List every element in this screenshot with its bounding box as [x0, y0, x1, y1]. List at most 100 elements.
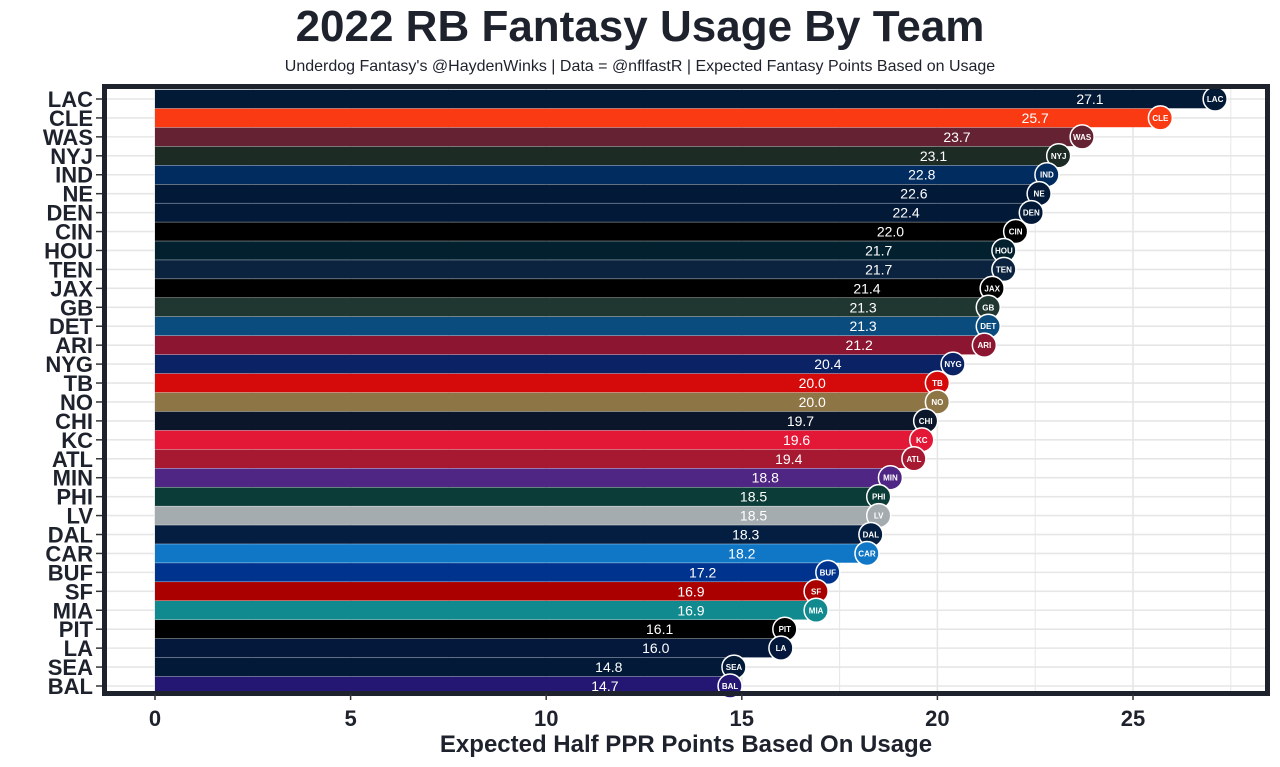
ari-logo-icon: ARI: [971, 332, 998, 358]
logo-text: SF: [811, 587, 821, 596]
bar-sea: [155, 657, 734, 677]
logo-badge: [940, 351, 966, 377]
no-logo-icon: NO: [924, 389, 951, 415]
y-tick-label: WAS: [43, 125, 93, 150]
bar-value-label: 18.2: [728, 545, 755, 561]
bar-value-label: 21.7: [865, 242, 892, 258]
bar-value-label: 21.7: [865, 261, 892, 277]
jax-logo-icon: JAX: [979, 275, 1005, 302]
bar-value-label: 18.5: [740, 508, 767, 524]
logo-badge: [768, 635, 794, 661]
bar-value-label: 20.0: [799, 375, 826, 391]
logo-text: BAL: [722, 682, 739, 691]
logo-text: SEA: [726, 663, 743, 672]
bar-gb: [155, 298, 989, 317]
y-tick-label: CIN: [55, 220, 93, 245]
y-tick-label: LA: [64, 636, 93, 661]
logo-text: PHI: [872, 493, 885, 502]
bar-pit: [155, 619, 785, 639]
logo-text: TB: [932, 379, 943, 388]
bar-value-label: 19.6: [783, 432, 810, 448]
y-tick-label: MIN: [53, 466, 93, 491]
bar-value-label: 18.8: [752, 470, 779, 486]
y-tick-label: IND: [55, 163, 93, 188]
bar-hou: [155, 241, 1004, 260]
bar-chi: [155, 411, 926, 431]
y-tick-label: BAL: [48, 674, 93, 699]
bar-mia: [155, 600, 817, 620]
bar-lac: [155, 89, 1216, 109]
ten-logo-icon: TEN: [991, 256, 1017, 283]
bar-sf: [155, 582, 817, 601]
logo-badge: [854, 540, 880, 567]
y-tick-label: LAC: [48, 87, 93, 112]
bar-buf: [155, 563, 828, 582]
logo-text: HOU: [995, 246, 1013, 255]
nyj-logo-icon: NYJ: [1045, 143, 1072, 169]
bar-value-label: 21.2: [846, 337, 873, 353]
y-tick-label: NE: [62, 182, 93, 207]
y-tick-label: DAL: [48, 523, 93, 548]
chart-title: 2022 RB Fantasy Usage By Team: [295, 2, 985, 51]
cle-logo-icon: CLE: [1147, 105, 1174, 131]
bar-value-label: 21.4: [853, 280, 880, 296]
bar-value-label: 25.7: [1022, 110, 1049, 126]
logo-badge: [877, 464, 904, 491]
bar-ne: [155, 184, 1040, 203]
bar-cle: [155, 108, 1161, 128]
bar-value-label: 22.4: [892, 205, 919, 221]
bar-value-label: 22.8: [908, 167, 935, 183]
bar-value-label: 16.9: [677, 583, 704, 599]
logo-text: TEN: [996, 265, 1012, 274]
bar-car: [155, 544, 867, 563]
x-tick-label: 5: [344, 706, 356, 731]
bar-value-label: 16.0: [642, 640, 669, 656]
y-tick-label: BUF: [48, 560, 93, 585]
y-tick-label: HOU: [44, 238, 93, 263]
cin-logo-icon: CIN: [1002, 218, 1029, 245]
bar-phi: [155, 487, 879, 506]
buf-logo-icon: BUF: [815, 559, 841, 586]
logo-badge: [971, 332, 998, 358]
bar-value-label: 27.1: [1076, 91, 1103, 107]
bar-nyj: [155, 146, 1059, 166]
y-tick-label: NYG: [45, 352, 93, 377]
logo-text: IND: [1040, 171, 1054, 180]
ind-logo-icon: IND: [1034, 161, 1060, 188]
logo-text: DET: [980, 322, 996, 331]
min-logo-icon: MIN: [877, 464, 904, 491]
bar-den: [155, 203, 1032, 222]
bar-la: [155, 638, 781, 658]
bar-value-label: 22.6: [900, 186, 927, 202]
bar-value-label: 16.1: [646, 621, 673, 637]
bar-value-label: 21.3: [849, 318, 876, 334]
logo-badge: [1018, 199, 1045, 226]
logo-text: BUF: [820, 568, 837, 577]
bar-bal: [155, 676, 731, 696]
y-tick-label: CHI: [55, 409, 93, 434]
bar-value-label: 17.2: [689, 564, 716, 580]
bar-no: [155, 392, 938, 412]
bar-lv: [155, 506, 879, 525]
was-logo-icon: WAS: [1069, 124, 1095, 150]
logo-text: NYJ: [1051, 152, 1067, 161]
logo-badge: [1069, 124, 1095, 150]
y-tick-label: NYJ: [50, 144, 93, 169]
logo-text: LV: [874, 512, 884, 521]
logo-text: MIN: [883, 474, 898, 483]
y-tick-label: SEA: [48, 655, 93, 680]
logo-badge: [901, 446, 927, 472]
bar-value-label: 19.7: [787, 413, 814, 429]
chart-subtitle: Underdog Fantasy's @HaydenWinks | Data =…: [284, 58, 996, 75]
atl-logo-icon: ATL: [901, 446, 927, 472]
logo-text: WAS: [1073, 133, 1092, 142]
y-tick-label: LV: [67, 504, 94, 529]
logo-text: KC: [916, 436, 928, 445]
logo-badge: [1147, 105, 1174, 131]
logo-text: NYG: [944, 360, 961, 369]
logo-badge: [924, 389, 951, 415]
logo-badge: [803, 597, 829, 624]
bar-det: [155, 316, 989, 336]
y-tick-label: MIA: [53, 598, 93, 623]
